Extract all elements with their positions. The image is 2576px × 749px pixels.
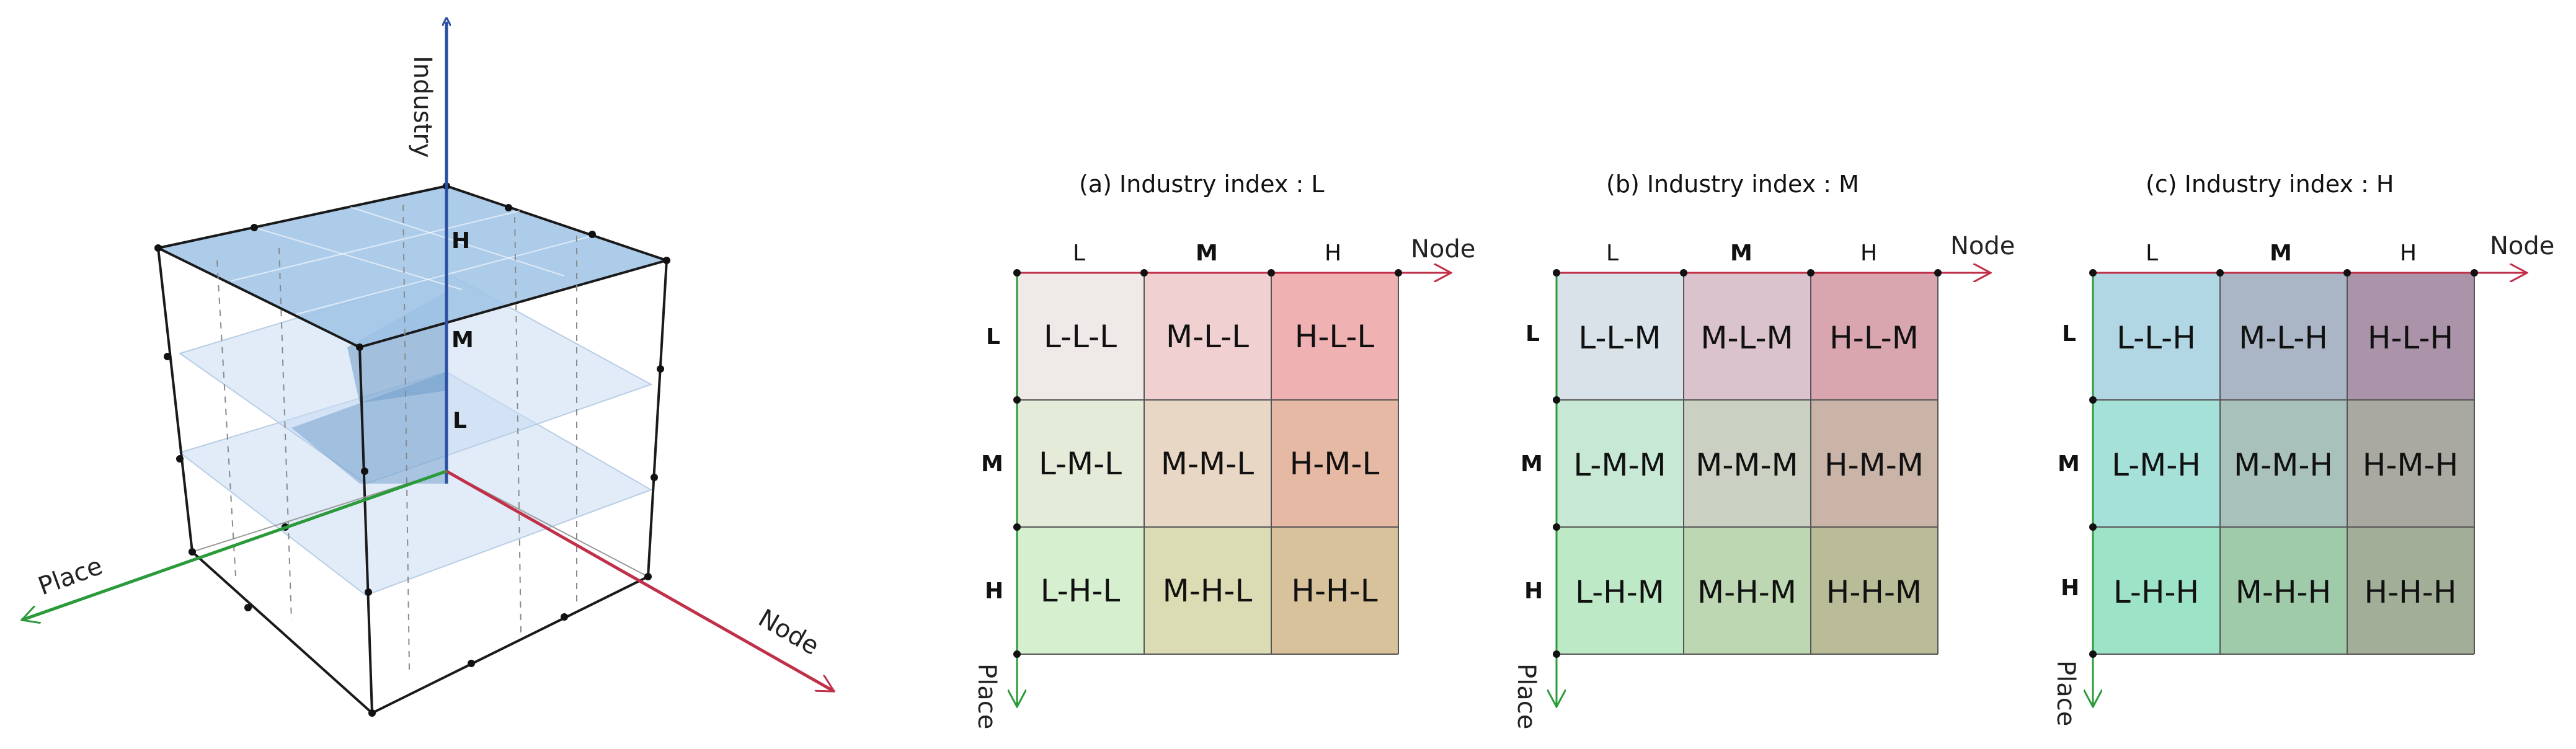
panel-c-cell-0-2 <box>2347 273 2474 400</box>
panel-b-cell-1-1 <box>1684 400 1811 527</box>
place-axis-3d <box>22 469 447 620</box>
panel-b-cell-2-1 <box>1684 527 1811 654</box>
panel-b: (b) Industry index : M Node Place L M H … <box>1512 171 2015 729</box>
panel-a-text-1-1: M-M-L <box>1161 446 1254 482</box>
cube-level-m: M <box>451 327 474 353</box>
panel-a-text-2-2: H-H-L <box>1291 573 1377 609</box>
panel-a-cell-1-2 <box>1271 400 1398 527</box>
panel-b-row-m: M <box>1521 451 1543 477</box>
panel-a: (a) Industry index : L Node Place L M H … <box>972 171 1475 729</box>
panel-a-row-h: H <box>985 578 1003 604</box>
panel-c: (c) Industry index : H Node Place L M H … <box>2051 171 2554 726</box>
panel-b-title: (b) Industry index : M <box>1606 171 1859 198</box>
panel-c-node-label: Node <box>2490 232 2554 260</box>
panel-a-text-0-0: L-L-L <box>1044 319 1117 355</box>
panel-a-text-0-1: M-L-L <box>1166 319 1249 355</box>
panel-c-text-0-1: M-L-H <box>2239 320 2328 356</box>
panel-a-col-h: H <box>1325 241 1341 266</box>
panel-c-row-m: M <box>2058 451 2080 477</box>
panel-c-col-h: H <box>2400 241 2417 266</box>
panel-b-row-l: L <box>1526 321 1540 347</box>
panel-c-text-2-0: L-H-H <box>2113 574 2199 610</box>
panel-c-col-m: M <box>2270 241 2292 266</box>
panel-b-cell-0-0 <box>1557 273 1684 400</box>
cube-edges <box>157 247 668 714</box>
panel-a-row-m: M <box>981 451 1003 477</box>
panel-a-node-label: Node <box>1411 235 1475 264</box>
panel-a-row-l: L <box>986 324 1000 350</box>
cube-top-face <box>154 184 671 349</box>
panel-b-text-0-1: M-L-M <box>1700 320 1793 356</box>
node-axis-3d <box>445 469 834 693</box>
panel-c-text-1-1: M-M-H <box>2234 447 2333 483</box>
panel-c-place-label: Place <box>2051 660 2080 726</box>
panel-c-cell-2-0 <box>2093 527 2220 654</box>
panel-a-text-2-1: M-H-L <box>1163 573 1253 609</box>
panel-b-cell-1-2 <box>1811 400 1938 527</box>
cube-level-l: L <box>453 408 467 433</box>
panel-a-cell-2-2 <box>1271 527 1398 654</box>
panel-b-col-h: H <box>1860 241 1877 266</box>
panel-b-col-l: L <box>1606 241 1619 266</box>
cube-diagram: Industry Node Place H M L <box>22 22 834 717</box>
panel-c-row-l: L <box>2062 321 2076 347</box>
panel-b-cell-2-2 <box>1811 527 1938 654</box>
panel-b-text-2-1: M-H-M <box>1697 574 1797 610</box>
panel-a-cell-0-2 <box>1271 273 1398 400</box>
panel-b-text-2-0: L-H-M <box>1575 574 1664 610</box>
panel-c-text-0-2: H-L-H <box>2368 320 2453 356</box>
panel-a-place-label: Place <box>972 663 1001 729</box>
panel-b-cell-0-2 <box>1811 273 1938 400</box>
panel-a-cell-2-0 <box>1017 527 1144 654</box>
panel-c-text-0-0: L-L-H <box>2116 320 2196 356</box>
panel-b-place-label: Place <box>1512 663 1540 729</box>
industry-axis-label: Industry <box>408 56 437 158</box>
panel-a-text-0-2: H-L-L <box>1295 319 1375 355</box>
panel-b-cell-1-0 <box>1557 400 1684 527</box>
panel-a-text-1-0: L-M-L <box>1039 446 1122 482</box>
panel-c-cell-1-1 <box>2220 400 2347 527</box>
panel-c-cell-2-1 <box>2220 527 2347 654</box>
cube-top-grid <box>231 206 594 315</box>
panel-b-text-1-0: L-M-M <box>1573 447 1666 483</box>
panel-c-cell-0-1 <box>2220 273 2347 400</box>
panel-b-col-m: M <box>1730 241 1752 266</box>
panel-c-title: (c) Industry index : H <box>2146 171 2394 198</box>
panel-a-col-l: L <box>1073 241 1085 266</box>
panel-b-cell-0-1 <box>1684 273 1811 400</box>
panel-c-text-2-2: H-H-H <box>2365 574 2457 610</box>
panel-b-text-0-2: H-L-M <box>1829 320 1919 356</box>
panel-a-cell-2-1 <box>1144 527 1271 654</box>
panel-c-text-1-0: L-M-H <box>2112 447 2201 483</box>
panel-a-title: (a) Industry index : L <box>1079 171 1325 198</box>
panel-c-cell-0-0 <box>2093 273 2220 400</box>
panel-a-cell-1-0 <box>1017 400 1144 527</box>
panel-a-cell-0-0 <box>1017 273 1144 400</box>
panel-c-text-2-1: M-H-H <box>2236 574 2331 610</box>
panel-a-cell-1-1 <box>1144 400 1271 527</box>
panel-c-cell-1-2 <box>2347 400 2474 527</box>
panel-b-text-0-0: L-L-M <box>1578 320 1661 356</box>
panel-b-text-1-2: H-M-M <box>1824 447 1924 483</box>
panel-a-cell-0-1 <box>1144 273 1271 400</box>
panel-c-cell-2-2 <box>2347 527 2474 654</box>
panel-a-text-1-2: H-M-L <box>1290 446 1380 482</box>
cube-center-column <box>291 372 446 484</box>
panel-b-text-1-1: M-M-M <box>1695 447 1798 483</box>
panel-c-cell-1-0 <box>2093 400 2220 527</box>
cube-level-h: H <box>451 228 470 254</box>
panel-b-text-2-2: H-H-M <box>1826 574 1922 610</box>
panel-c-text-1-2: H-M-H <box>2363 447 2458 483</box>
panel-a-col-m: M <box>1196 241 1218 266</box>
panel-b-cell-2-0 <box>1557 527 1684 654</box>
panel-b-node-label: Node <box>1950 232 2015 260</box>
panel-b-row-h: H <box>1524 578 1543 604</box>
panel-c-col-l: L <box>2146 241 2158 266</box>
panel-c-row-h: H <box>2061 575 2079 601</box>
panel-a-text-2-0: L-H-L <box>1041 573 1121 609</box>
